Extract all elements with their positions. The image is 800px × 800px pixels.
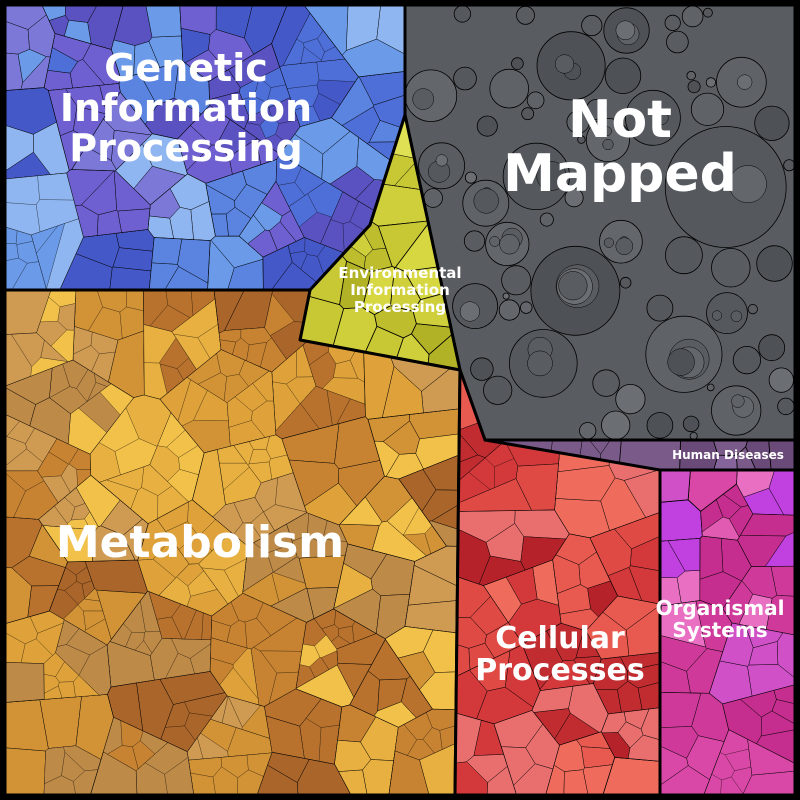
subcell [769,440,795,470]
bubble-subcell [565,189,583,207]
bubble-subcell [625,90,680,145]
bubble-subcell [665,127,786,248]
region-organismal [660,470,795,795]
bubble-subcell [490,236,500,246]
bubble-subcell [605,58,641,94]
regions-layer [5,5,795,795]
voronoi-treemap: GeneticInformationProcessingNotMappedEnv… [0,0,800,800]
bubble-subcell [474,189,499,214]
bubble-subcell [688,81,700,93]
bubble-subcell [512,58,524,70]
bubble-subcell [616,21,635,40]
bubble-subcell [683,416,699,432]
bubble-subcell [593,370,620,397]
subcell [319,539,348,557]
bubble-subcell [555,55,574,74]
bubble-subcell [731,311,742,322]
subcell [44,70,73,90]
bubble-subcell [471,358,494,381]
bubble-subcell [737,75,752,90]
bubble-subcell [647,295,673,321]
bubble-subcell [759,335,785,361]
bubble-subcell [500,234,520,254]
bubble-subcell [567,111,589,133]
bubble-subcell [477,116,497,136]
bubble-subcell [784,160,795,171]
subcell [363,760,394,796]
bubble-subcell [668,349,695,376]
bubble-subcell [712,248,751,287]
bubble-subcell [616,238,633,255]
bubble-subcell [647,413,673,439]
subcell [5,176,40,205]
bubble-subcell [602,411,630,439]
bubble-subcell [757,246,793,282]
bubble-subcell [667,31,689,53]
bubble-subcell [582,15,602,35]
bubble-subcell [748,304,757,313]
subcell [118,209,150,233]
bubble-subcell [502,266,531,295]
bubble-subcell [537,161,566,190]
bubble-subcell [707,384,714,391]
subcell [5,243,19,261]
bubble-subcell [520,302,532,314]
bubble-subcell [540,213,553,226]
bubble-subcell [460,302,480,322]
bubble-subcell [499,300,519,320]
bubble-subcell [691,93,723,125]
bubble-subcell [603,127,612,136]
subcell [660,470,690,502]
bubble-subcell [436,155,448,167]
bubble-subcell [665,15,680,30]
bubble-subcell [522,108,534,120]
region-notmapped [405,5,795,440]
bubble-subcell [616,384,645,413]
bubble-subcell [528,351,553,376]
bubble-subcell [454,67,477,90]
bubble-subcell [778,398,795,415]
bubble-subcell [769,368,793,392]
bubble-subcell [454,6,471,23]
subcell [299,555,345,588]
bubble-subcell [687,71,696,80]
bubble-subcell [503,293,509,299]
bubble-subcell [424,189,443,208]
bubble-subcell [578,136,586,144]
bubble-subcell [413,89,434,110]
subcell [5,748,46,795]
subcell [152,238,182,265]
bubble-subcell [655,111,669,125]
bubble-subcell [732,395,745,408]
bubble-subcell [665,237,702,274]
bubble-subcell [620,277,631,288]
bubble-subcell [465,172,476,183]
subcell [146,5,182,37]
subcell [110,267,151,290]
subcell [680,440,718,470]
bubble-subcell [729,165,766,202]
bubble-subcell [682,6,703,27]
bubble-subcell [580,423,596,439]
subcell [581,747,615,768]
subcell [5,662,44,702]
bubble-subcell [712,311,722,321]
region-metabolism [5,290,460,795]
bubble-subcell [490,69,529,108]
bubble-subcell [733,346,760,373]
region-genetic [5,5,405,290]
bubble-subcell [464,231,484,251]
subcell [85,560,148,593]
bubble-subcell [755,106,789,140]
bubble-subcell [603,139,614,150]
bubble-subcell [559,271,588,300]
bubble-subcell [604,238,614,248]
bubble-subcell [703,8,712,17]
bubble-subcell [706,78,715,87]
bubble-subcell [517,6,535,24]
bubble-subcell [586,99,606,119]
bubble-subcell [527,92,544,109]
bubble-subcell [484,376,512,404]
subcell [202,613,212,640]
